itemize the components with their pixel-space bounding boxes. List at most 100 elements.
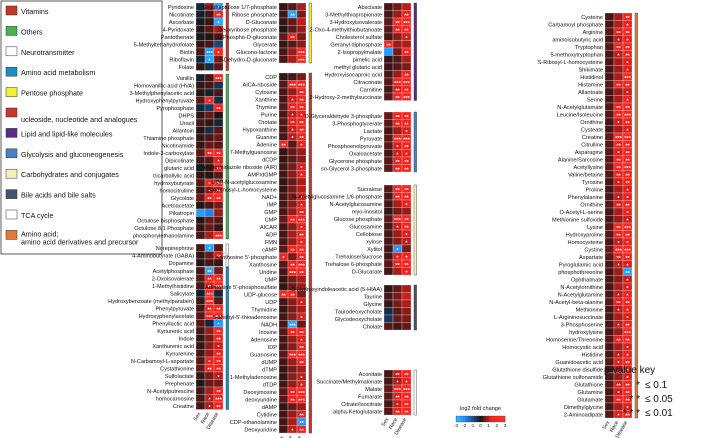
sig-marker: * [626, 39, 629, 45]
category-bar [225, 2, 229, 71]
heatmap-cell [278, 25, 289, 34]
colorbar-segment [490, 416, 492, 422]
row-label: Acetoacetate [161, 203, 194, 209]
heatmap-cell [195, 311, 206, 320]
category-bar [413, 369, 417, 416]
row-label: Aspartate [579, 255, 603, 261]
heatmap-cell [383, 55, 394, 64]
row-label: CMP [265, 217, 278, 223]
row-label: Fumarate [358, 394, 382, 400]
sig-marker: * [291, 114, 294, 120]
heatmap-cell [604, 395, 615, 404]
heatmap-cell [296, 32, 307, 41]
sig-marker: *** [289, 354, 296, 360]
sig-marker: ** [299, 121, 304, 127]
sig-marker: * [300, 204, 303, 210]
colorbar-segment [457, 416, 459, 422]
row-label: 3-Methylphenylacetic acid [130, 91, 194, 97]
sig-marker: ** [281, 144, 286, 150]
heatmap-cell [278, 192, 289, 201]
row-label: Phenyllactic acid [152, 321, 194, 327]
row-label: cAMP [262, 247, 277, 253]
heatmap-cell [296, 2, 307, 11]
sig-marker: * [282, 256, 285, 262]
heatmap-cell [278, 125, 289, 134]
heatmap-cell [278, 147, 289, 156]
row-label: AMP/dGMP [247, 172, 277, 178]
heatmap-cell [204, 379, 215, 388]
colorbar-segment [478, 416, 480, 422]
sig-marker: * [405, 130, 408, 136]
row-label: Pikatropin [169, 211, 194, 217]
row-label: Phenylalanine [568, 195, 603, 201]
row-label: dUMP [261, 360, 277, 366]
sig-marker: * [626, 219, 629, 225]
row-label: Xanthine [255, 97, 277, 103]
heatmap-cell [278, 200, 289, 209]
colorbar-segment [468, 416, 470, 422]
heatmap-cell [278, 32, 289, 41]
row-label: Sucralose [357, 187, 382, 193]
heatmap-cell [604, 177, 615, 186]
heatmap-cell [278, 215, 289, 224]
pvalue-key-stars: * * * [623, 408, 640, 419]
heatmap-cell [204, 208, 215, 217]
heatmap-cell [195, 40, 206, 49]
sig-marker: * [300, 339, 303, 345]
heatmap-cell [195, 118, 206, 127]
heatmap-cell [383, 70, 394, 79]
sig-marker: * [626, 376, 629, 382]
heatmap-cell [401, 244, 412, 253]
heatmap-cell [604, 87, 615, 96]
heatmap-cell [213, 141, 224, 150]
heatmap-cell [604, 312, 615, 321]
heatmap-cell [604, 57, 615, 66]
sig-marker: ** [625, 159, 630, 165]
row-label: Ornithine [580, 120, 603, 126]
sig-marker: * [208, 360, 211, 366]
sig-marker: ** [207, 197, 212, 203]
colorbar-segment [469, 416, 471, 422]
heatmap-cell [401, 284, 412, 293]
legend-label: Vitamins [21, 7, 49, 16]
row-label: 1-Methylhistidine [152, 284, 194, 290]
row-label: Deoxyinosine [243, 390, 277, 396]
sig-marker: ** [404, 51, 409, 57]
sig-marker: ** [625, 324, 630, 330]
sig-marker: ** [404, 115, 409, 121]
row-label: Deoxyribose phosphate [218, 27, 277, 33]
heatmap-cell [195, 17, 206, 26]
row-label: Valine/betaine [568, 172, 603, 178]
heatmap-cell [604, 297, 615, 306]
sig-marker: ** [299, 346, 304, 352]
heatmap-cell [383, 214, 394, 223]
sig-marker: *** [206, 315, 213, 321]
heatmap-cell [287, 2, 298, 11]
heatmap-cell [296, 155, 307, 164]
colorbar-segment [489, 416, 491, 422]
row-label: Tyrosine [582, 180, 603, 186]
heatmap-cell [287, 55, 298, 64]
sig-marker: * [300, 301, 303, 307]
legend-swatch [5, 5, 18, 16]
heatmap-cell [392, 199, 403, 208]
heatmap-cell [278, 297, 289, 306]
heatmap-cell [613, 207, 624, 216]
row-label: IDP [268, 345, 278, 351]
heatmap-cell [213, 88, 224, 97]
heatmap-cell [195, 349, 206, 358]
heatmap-cell [296, 320, 307, 329]
sig-marker: *** [289, 324, 296, 330]
sig-marker: ** [616, 174, 621, 180]
colorbar-tick: 0 [479, 423, 482, 428]
sig-marker: ** [299, 256, 304, 262]
heatmap-cell [392, 314, 403, 323]
sig-marker: ** [216, 190, 221, 196]
colorbar-segment [480, 416, 482, 422]
sig-marker: *** [298, 399, 305, 405]
sig-marker: ** [616, 339, 621, 345]
row-label: Uridine [259, 270, 277, 276]
sig-marker: * [617, 294, 620, 300]
heatmap-cell [383, 322, 394, 331]
sig-marker: ** [299, 421, 304, 427]
